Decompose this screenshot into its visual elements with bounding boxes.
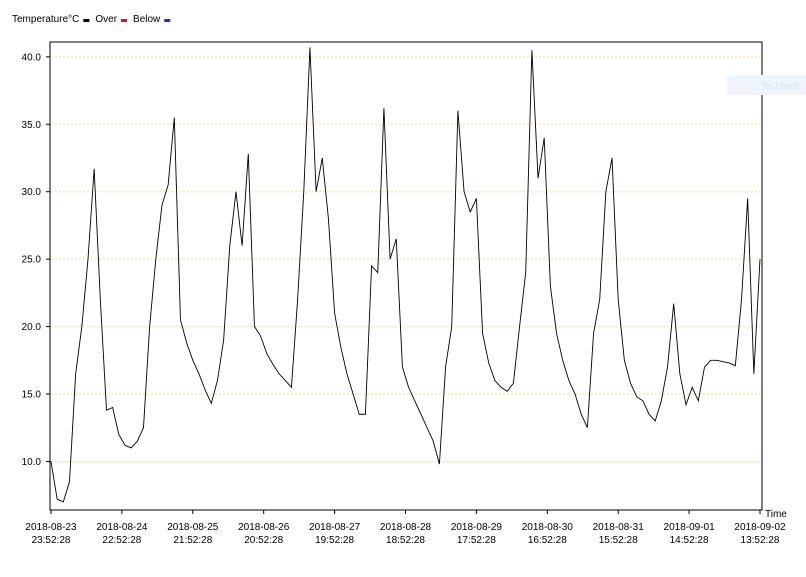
x-tick-label: 2018-08-31 15:52:28	[593, 522, 645, 546]
plot-frame	[49, 41, 763, 511]
legend-swatch	[83, 19, 90, 22]
y-tick-label: 10.0	[22, 457, 42, 468]
legend: Temperature°C Over Below	[12, 14, 171, 25]
x-tick-label: 2018-08-23 23:52:28	[25, 522, 77, 546]
watermark: Techtech	[760, 81, 800, 92]
y-tick-label: 25.0	[22, 255, 42, 266]
temperature-line	[50, 47, 761, 503]
x-tick-label: 2018-08-30 16:52:28	[522, 522, 574, 546]
legend-label: Over	[95, 14, 117, 25]
legend-swatch	[121, 19, 128, 22]
x-tick-label: 2018-08-28 18:52:28	[380, 522, 432, 546]
y-tick-label: 15.0	[22, 390, 42, 401]
y-tick-label: 20.0	[22, 322, 42, 333]
x-axis-label: Time	[765, 509, 787, 520]
y-tick-label: 30.0	[22, 187, 42, 198]
x-tick-label: 2018-08-26 20:52:28	[238, 522, 290, 546]
y-tick-label: 35.0	[22, 120, 42, 131]
legend-title: Temperature°C	[12, 14, 79, 25]
y-tick-label: 40.0	[22, 52, 42, 63]
legend-swatch	[164, 19, 171, 22]
x-tick-label: 2018-09-02 13:52:28	[734, 522, 786, 546]
x-tick-label: 2018-08-29 17:52:28	[451, 522, 503, 546]
watermark-box	[727, 75, 806, 95]
x-tick-label: 2018-09-01 14:52:28	[664, 522, 716, 546]
x-tick-label: 2018-08-25 21:52:28	[167, 522, 219, 546]
legend-label: Below	[133, 14, 161, 25]
x-tick-label: 2018-08-24 22:52:28	[96, 522, 148, 546]
x-tick-label: 2018-08-27 19:52:28	[309, 522, 361, 546]
